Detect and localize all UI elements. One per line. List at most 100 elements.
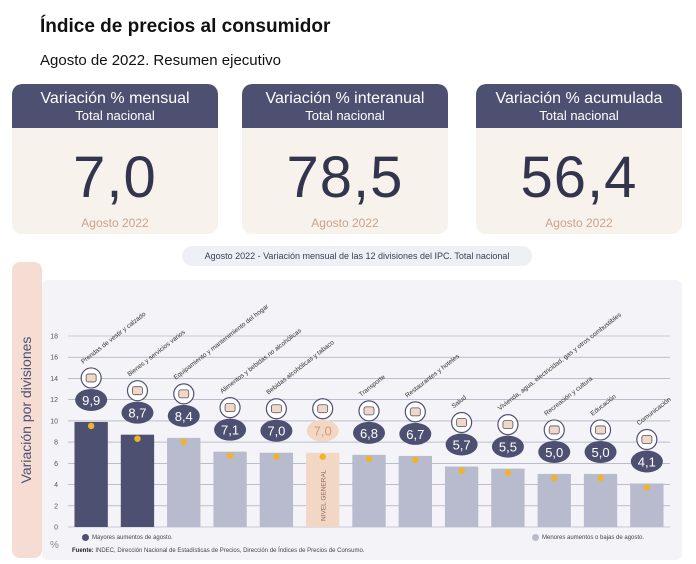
card-header: Variación % acumulada Total nacional <box>476 84 682 128</box>
value-badge <box>538 440 571 463</box>
source-text: INDEC, Dirección Nacional de Estadística… <box>95 548 365 554</box>
icon-shape <box>409 407 421 417</box>
icon-shape <box>270 404 282 414</box>
icon-shape <box>502 420 514 430</box>
value-label: 7,0 <box>267 424 285 439</box>
icon-shape <box>641 435 653 444</box>
bar-marker <box>643 484 651 491</box>
card-footer: Agosto 2022 <box>81 216 149 230</box>
y-unit-label: % <box>50 540 59 551</box>
category-label: Recreación y cultura <box>543 375 594 417</box>
value-label: 5,7 <box>453 438 471 453</box>
icon-shape <box>317 404 329 414</box>
y-axis-label-box <box>12 262 42 558</box>
category-label: Educación <box>589 393 618 417</box>
bar-marker <box>134 435 141 442</box>
icon-shape <box>85 373 97 383</box>
legend-mayores-label: Mayores aumentos de agosto. <box>92 535 173 542</box>
bottles-icon <box>265 398 287 420</box>
bar <box>74 421 108 527</box>
card-header: Variación % mensual Total nacional <box>12 84 218 128</box>
legend-mayores: Mayores aumentos de agosto. <box>82 534 173 541</box>
card-title: Variación % acumulada <box>495 90 663 107</box>
icon-shape <box>363 406 375 416</box>
bar <box>120 434 155 527</box>
bar <box>213 451 247 527</box>
icon-shape <box>595 425 606 435</box>
book-icon <box>589 419 612 441</box>
value-badge <box>214 418 247 441</box>
car-icon <box>358 400 380 422</box>
value-badge <box>75 388 108 411</box>
bar <box>306 452 340 527</box>
y-tick-label: 4 <box>54 482 58 489</box>
card-value: 7,0 <box>73 145 157 210</box>
card-header: Variación % interanual Total nacional <box>242 84 448 128</box>
page-subtitle: Agosto de 2022. Resumen ejecutivo <box>40 52 281 69</box>
y-tick-label: 16 <box>50 355 58 362</box>
value-badge <box>121 401 154 424</box>
bar-marker <box>504 469 512 476</box>
bar-marker <box>551 474 558 482</box>
food-basket-icon <box>219 397 241 419</box>
icon-shape <box>456 418 468 427</box>
y-tick-label: 6 <box>54 461 58 468</box>
value-badge <box>353 421 385 444</box>
value-badge <box>491 435 524 458</box>
value-badge <box>399 422 432 445</box>
icon-shape <box>548 425 560 435</box>
icon-shape <box>224 403 236 413</box>
value-badge <box>445 433 478 456</box>
bar-marker <box>87 422 95 430</box>
card-subtitle: Total nacional <box>539 108 619 123</box>
legend-menores: Menores aumentos o bajas de agosto. <box>532 534 644 541</box>
value-label: 5,5 <box>499 440 517 455</box>
card-subtitle: Total nacional <box>305 108 385 123</box>
bar <box>259 452 294 527</box>
bar-marker <box>458 467 465 474</box>
y-tick-label: 18 <box>50 334 58 341</box>
value-label: 7,1 <box>221 423 239 438</box>
bar <box>167 437 201 527</box>
icon-shape <box>178 389 190 399</box>
bar-marker <box>412 456 419 464</box>
legend-menores-label: Menores aumentos o bajas de agosto. <box>542 535 645 542</box>
category-label: Transporte <box>358 373 387 398</box>
general-basket-icon <box>312 398 334 420</box>
card-subtitle: Total nacional <box>75 108 155 123</box>
bar-marker <box>273 453 280 460</box>
value-label: 8,4 <box>175 409 193 424</box>
bar-marker <box>597 474 604 482</box>
value-badge <box>306 419 339 442</box>
card-value: 56,4 <box>520 145 638 210</box>
lightbulb-icon <box>497 414 519 436</box>
bar <box>537 473 571 527</box>
appliance-icon <box>173 383 195 405</box>
legend-light-swatch <box>532 534 539 541</box>
bar-marker <box>180 438 187 446</box>
bar <box>444 466 479 527</box>
category-label-general: NIVEL GENERAL <box>321 469 328 521</box>
card-interanual: Variación % interanual Total nacional 78… <box>242 84 448 234</box>
category-label: Restaurantes y hoteles <box>404 353 461 400</box>
bar <box>583 473 618 527</box>
phone-icon <box>636 428 658 451</box>
razor-icon <box>126 380 149 402</box>
bar <box>352 454 386 527</box>
clothing-icon <box>80 367 102 389</box>
bar <box>398 455 432 527</box>
y-tick-label: 12 <box>50 397 58 404</box>
value-label: 5,0 <box>545 445 563 460</box>
bar-marker <box>226 452 234 459</box>
category-label: Comunicación <box>636 396 673 427</box>
source-note: Fuente: INDEC, Dirección Nacional de Est… <box>72 548 364 554</box>
category-label: Vivienda, agua, electricidad, gas y otro… <box>497 311 624 412</box>
card-mensual: Variación % mensual Total nacional 7,0 A… <box>12 84 218 234</box>
value-badge <box>260 419 293 442</box>
health-cross-icon <box>451 411 473 434</box>
card-acumulada: Variación % acumulada Total nacional 56,… <box>476 84 682 234</box>
value-label: 7,0 <box>314 424 332 439</box>
category-label: Salud <box>451 394 469 410</box>
y-tick-label: 8 <box>54 440 58 447</box>
